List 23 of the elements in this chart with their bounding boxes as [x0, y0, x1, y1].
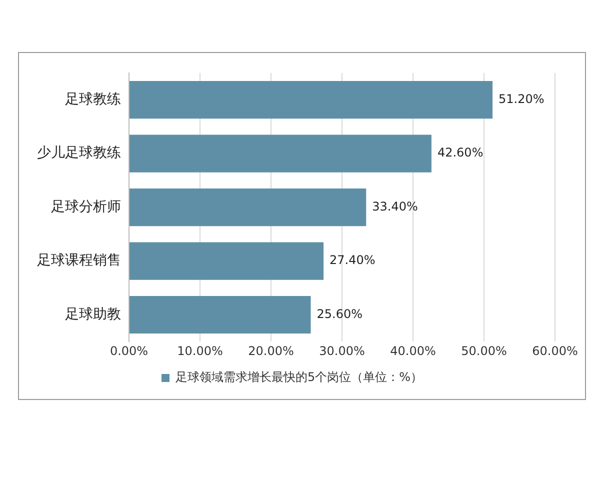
bar [130, 296, 311, 334]
y-tick-label: 足球助教 [65, 306, 121, 322]
x-tick-label: 0.00% [110, 344, 148, 358]
data-label: 42.60% [437, 146, 484, 160]
x-tick-label: 30.00% [319, 344, 365, 358]
x-tick-label: 50.00% [461, 344, 507, 358]
bar [130, 81, 493, 119]
legend-label: 足球领域需求增长最快的5个岗位（单位：%） [175, 370, 423, 384]
x-tick-label: 60.00% [532, 344, 578, 358]
y-tick-label: 少儿足球教练 [37, 145, 121, 162]
bar [130, 188, 366, 226]
y-tick-label: 足球课程销售 [37, 252, 121, 269]
data-label: 51.20% [498, 92, 544, 106]
x-tick-label: 20.00% [248, 344, 294, 358]
y-tick-label: 足球分析师 [51, 198, 121, 215]
data-label: 27.40% [330, 253, 376, 268]
x-tick-label: 10.00% [177, 344, 223, 358]
x-tick-label: 40.00% [390, 344, 436, 358]
data-label: 25.60% [316, 306, 363, 321]
data-label: 33.40% [372, 199, 418, 214]
bar [130, 134, 432, 172]
y-tick-label: 足球教练 [65, 92, 121, 108]
bar [130, 242, 324, 280]
